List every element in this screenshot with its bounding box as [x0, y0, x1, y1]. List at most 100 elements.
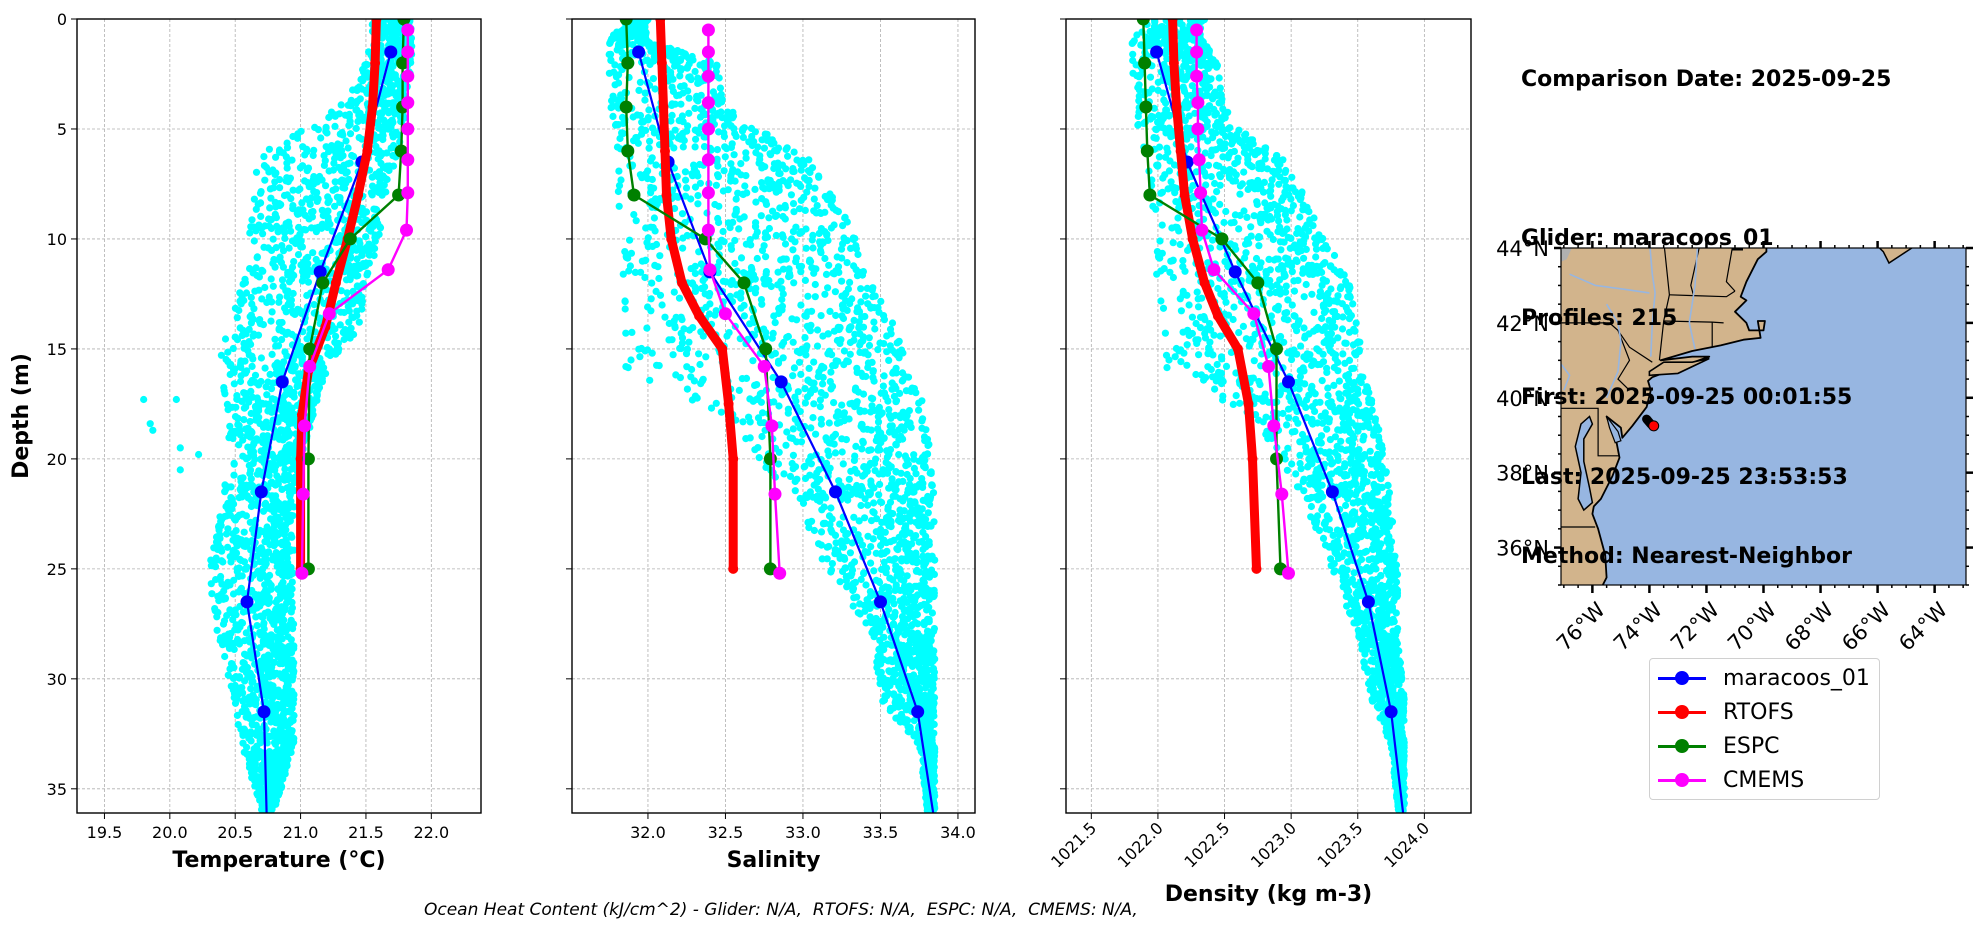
scatter-point — [265, 764, 273, 773]
scatter-point — [886, 707, 894, 715]
scatter-point — [911, 635, 920, 643]
scatter-point — [792, 397, 800, 405]
scatter-point — [337, 287, 345, 295]
scatter-point — [222, 502, 230, 511]
scatter-point — [846, 350, 854, 358]
scatter-point — [294, 251, 303, 259]
scatter-point — [303, 335, 311, 343]
scatter-point — [902, 706, 910, 714]
scatter-point — [349, 86, 357, 94]
scatter-point — [285, 218, 293, 226]
scatter-point — [247, 223, 255, 231]
scatter-point — [843, 237, 851, 245]
scatter-point — [784, 409, 792, 417]
scatter-point — [331, 112, 339, 120]
scatter-point — [359, 211, 367, 219]
scatter-point — [885, 450, 893, 458]
scatter-point — [877, 297, 885, 305]
scatter-point — [290, 690, 298, 699]
scatter-point — [304, 278, 312, 286]
scatter-point — [267, 275, 275, 283]
scatter-point — [608, 103, 616, 111]
scatter-point — [257, 631, 265, 639]
scatter-point — [852, 401, 860, 409]
scatter-point — [240, 542, 248, 550]
scatter-point — [838, 312, 846, 320]
scatter-point — [805, 324, 813, 332]
scatter-point — [279, 509, 287, 517]
scatter-point — [340, 308, 348, 317]
scatter-point — [221, 652, 229, 661]
scatter-point — [891, 382, 899, 390]
scatter-point — [303, 148, 311, 156]
scatter-point — [275, 319, 283, 327]
scatter-point — [240, 416, 248, 424]
scatter-point — [384, 76, 392, 84]
scatter-point — [266, 804, 274, 812]
scatter-point — [246, 313, 254, 321]
scatter-point — [249, 692, 258, 701]
scatter-point — [354, 117, 362, 125]
scatter-point — [264, 608, 272, 616]
scatter-point — [853, 364, 861, 372]
scatter-point — [235, 622, 243, 630]
scatter-point — [324, 199, 332, 207]
scatter-point — [252, 205, 260, 213]
scatter-point — [827, 368, 835, 376]
scatter-point — [867, 543, 875, 551]
scatter-point — [885, 484, 893, 492]
scatter-point — [678, 210, 687, 218]
scatter-point — [642, 126, 650, 134]
scatter-point — [281, 229, 289, 237]
scatter-point — [895, 354, 903, 362]
scatter-point — [320, 152, 328, 160]
scatter-point — [817, 249, 825, 257]
scatter-point — [310, 301, 318, 309]
scatter-point — [881, 684, 889, 692]
scatter-point — [838, 401, 846, 409]
scatter-point — [687, 265, 695, 273]
scatter-point — [607, 56, 615, 64]
scatter-point — [257, 199, 265, 207]
scatter-point — [329, 146, 337, 154]
scatter-point — [893, 571, 901, 580]
scatter-point — [675, 91, 683, 99]
scatter-point — [275, 499, 283, 507]
scatter-point — [285, 278, 293, 286]
glider-scatter — [605, 19, 939, 813]
scatter-point — [840, 554, 848, 562]
scatter-point — [314, 195, 322, 203]
scatter-point — [380, 174, 389, 182]
scatter-point — [843, 582, 852, 590]
scatter-point — [763, 130, 771, 138]
scatter-point — [859, 333, 867, 341]
scatter-point — [290, 258, 298, 266]
scatter-point — [281, 465, 289, 473]
scatter-point — [289, 202, 297, 210]
scatter-point — [839, 526, 848, 534]
scatter-point — [712, 181, 721, 189]
scatter-point — [806, 518, 814, 527]
scatter-point — [811, 184, 819, 192]
scatter-point — [718, 95, 726, 103]
scatter-point — [677, 100, 685, 108]
scatter-point — [919, 522, 928, 530]
scatter-point — [864, 359, 873, 367]
scatter-point — [256, 574, 264, 582]
scatter-point — [804, 376, 812, 384]
scatter-point — [851, 452, 859, 460]
scatter-point — [294, 377, 302, 385]
scatter-point — [257, 544, 265, 552]
scatter-point — [391, 110, 399, 118]
scatter-point — [282, 536, 290, 544]
scatter-point — [665, 336, 673, 344]
scatter-point — [388, 87, 397, 95]
scatter-point — [801, 385, 809, 393]
scatter-point — [380, 19, 388, 25]
scatter-point — [314, 386, 322, 394]
scatter-point — [242, 289, 251, 297]
scatter-point — [809, 414, 817, 422]
scatter-point — [784, 332, 793, 341]
scatter-point — [619, 270, 627, 278]
scatter-point — [279, 750, 287, 758]
